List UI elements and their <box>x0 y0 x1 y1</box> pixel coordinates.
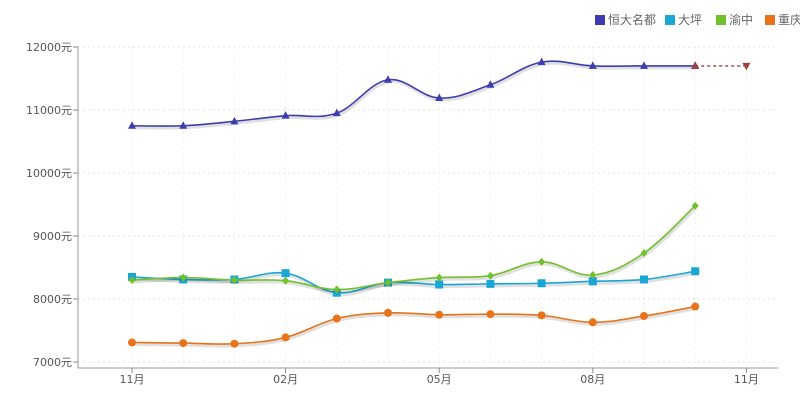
y-tick-label: 11000元 <box>26 104 72 117</box>
data-point[interactable] <box>486 310 495 319</box>
y-tick-label: 10000元 <box>26 167 72 180</box>
data-point[interactable] <box>588 61 597 69</box>
legend-item[interactable]: 渝中 <box>716 12 753 27</box>
data-point[interactable] <box>332 108 341 117</box>
y-tick-label: 7000元 <box>33 356 72 369</box>
legend-swatch <box>716 15 726 25</box>
data-point[interactable] <box>179 121 188 129</box>
y-tick-labels: 7000元 8000元 9000元 10000元 11000元 12000元 <box>26 41 72 369</box>
series-4 <box>128 302 700 348</box>
legend-label: 大坪 <box>678 13 702 27</box>
data-point[interactable] <box>281 111 290 119</box>
data-point[interactable] <box>435 280 444 289</box>
legend-item[interactable]: 大坪 <box>665 13 702 27</box>
x-tick-label: 08月 <box>580 373 605 386</box>
data-point[interactable] <box>537 311 546 320</box>
data-point[interactable] <box>538 257 546 266</box>
series-line <box>131 305 696 345</box>
data-point[interactable] <box>640 249 648 258</box>
projection-point[interactable] <box>742 62 751 71</box>
data-point[interactable] <box>179 273 187 282</box>
x-tick-label: 11月 <box>734 373 759 386</box>
data-point[interactable] <box>128 338 136 347</box>
data-point[interactable] <box>691 267 700 276</box>
data-point[interactable] <box>640 312 648 321</box>
series-line <box>131 205 696 291</box>
data-point[interactable] <box>691 201 699 210</box>
legend: 恒大名都 大坪 渝中 重庆 <box>595 12 800 27</box>
data-point[interactable] <box>435 310 444 319</box>
grid-lines <box>78 46 778 368</box>
series-3 <box>128 201 699 294</box>
legend-swatch <box>595 15 605 25</box>
data-point[interactable] <box>230 339 239 348</box>
data-point[interactable] <box>435 273 443 282</box>
data-point[interactable] <box>282 276 290 285</box>
legend-label: 恒大名都 <box>608 12 656 27</box>
data-point[interactable] <box>486 271 494 280</box>
series-line <box>131 60 696 127</box>
x-tick-labels: 11月 02月 05月 08月 11月 <box>120 373 759 386</box>
y-tick-label: 12000元 <box>26 41 72 54</box>
series-line-shadow <box>132 271 697 297</box>
series-group <box>128 57 751 348</box>
data-point[interactable] <box>435 93 444 102</box>
data-point[interactable] <box>128 121 136 129</box>
data-point[interactable] <box>230 276 238 285</box>
data-point[interactable] <box>128 276 136 285</box>
series-line-shadow <box>132 307 697 348</box>
data-point[interactable] <box>537 57 546 66</box>
data-point[interactable] <box>588 277 597 286</box>
x-tick-label: 02月 <box>273 373 298 386</box>
legend-label: 渝中 <box>729 12 753 27</box>
axes <box>73 46 778 373</box>
legend-item[interactable]: 重庆 <box>765 13 800 27</box>
data-point[interactable] <box>281 333 290 342</box>
data-point[interactable] <box>640 61 648 69</box>
y-tick-label: 9000元 <box>33 230 72 243</box>
data-point[interactable] <box>384 308 392 317</box>
data-point[interactable] <box>230 116 239 125</box>
x-tick-label: 11月 <box>120 373 145 386</box>
legend-item[interactable]: 恒大名都 <box>595 12 656 27</box>
y-tick-label: 8000元 <box>33 293 72 306</box>
data-point[interactable] <box>281 269 290 278</box>
data-point[interactable] <box>486 279 495 288</box>
data-point[interactable] <box>179 339 188 348</box>
legend-swatch <box>765 15 775 25</box>
projection-start-point[interactable] <box>691 61 700 69</box>
data-point[interactable] <box>588 318 597 327</box>
series-line-shadow <box>132 206 698 294</box>
series-1 <box>128 57 751 130</box>
data-point[interactable] <box>332 314 341 323</box>
data-point[interactable] <box>384 75 392 83</box>
x-tick-label: 05月 <box>427 373 452 386</box>
legend-label: 重庆 <box>778 13 800 27</box>
data-point[interactable] <box>333 285 341 294</box>
series-line-shadow <box>132 61 697 130</box>
legend-swatch <box>665 15 675 25</box>
data-point[interactable] <box>384 278 392 287</box>
data-point[interactable] <box>589 271 597 280</box>
data-point[interactable] <box>691 302 700 311</box>
data-point[interactable] <box>486 80 495 88</box>
data-point[interactable] <box>640 275 648 284</box>
data-point[interactable] <box>537 279 546 288</box>
